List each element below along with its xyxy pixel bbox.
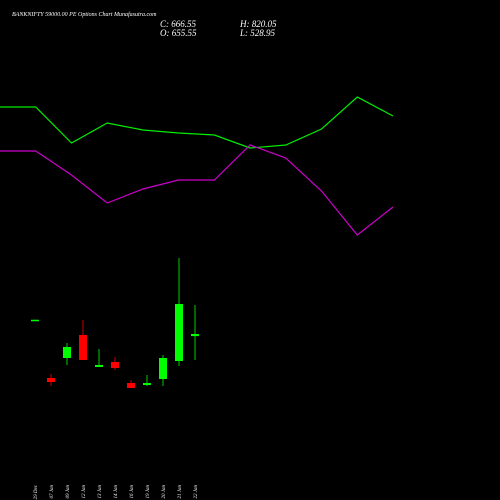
x-tick-label: 12 Jan — [82, 485, 87, 499]
x-tick-label: 14 Jan — [114, 485, 119, 499]
x-tick-label: 19 Jan — [146, 485, 151, 499]
candle-body — [175, 304, 183, 362]
stat: H: 820.05 — [239, 19, 277, 29]
candle-body — [31, 319, 39, 322]
x-tick-label: 16 Jan — [130, 485, 135, 499]
candle-body — [127, 383, 135, 388]
candle-body — [95, 365, 103, 368]
candle-body — [159, 357, 167, 379]
candle-body — [63, 346, 71, 358]
candle-body — [111, 362, 119, 368]
indicator-line — [0, 144, 394, 236]
stat: L: 528.95 — [239, 28, 276, 38]
candle-body — [191, 334, 199, 337]
chart-title: BANKNIFTY 59000.00 PE Options Chart Muna… — [12, 11, 157, 18]
x-tick-label: 07 Jan — [50, 485, 55, 499]
candle-body — [143, 383, 151, 386]
x-tick-label: 29 Dec — [34, 484, 39, 499]
candle-body — [79, 335, 87, 360]
x-tick-label: 22 Jan — [194, 485, 199, 499]
x-tick-label: 21 Jan — [178, 485, 183, 499]
x-tick-label: 20 Jan — [162, 485, 167, 499]
x-tick-label: 13 Jan — [98, 485, 103, 499]
indicator-line — [0, 96, 394, 149]
stat: O: 655.55 — [160, 28, 197, 38]
x-tick-label: 09 Jan — [66, 485, 71, 499]
stat: C: 666.55 — [160, 19, 197, 29]
candle-body — [47, 377, 55, 383]
